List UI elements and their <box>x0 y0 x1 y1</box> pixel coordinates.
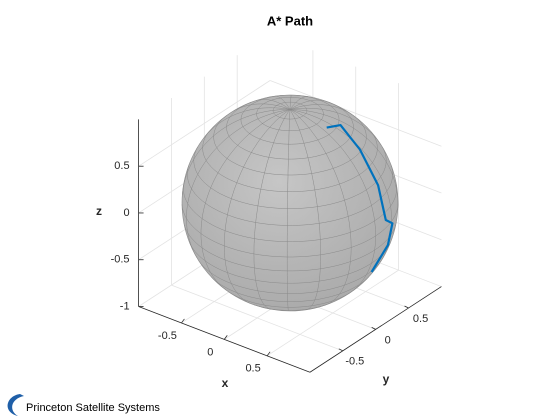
x-axis-label: x <box>222 376 229 390</box>
path-line <box>326 124 394 273</box>
logo-mark <box>7 394 24 416</box>
mesh-line <box>210 276 370 302</box>
logo-text: Princeton Satellite Systems <box>26 402 160 414</box>
y-tick-label: -0.5 <box>345 356 364 368</box>
mesh-line <box>202 131 378 192</box>
y-tick-label: 0 <box>385 334 391 346</box>
chart-title: A* Path <box>267 13 313 28</box>
plot-area: -1 -0.5 0 0.5 -0.5 0 0.5 -0.5 0 0.5 <box>111 124 428 375</box>
y-tick-label: 0.5 <box>413 313 428 325</box>
z-tick-label: -1 <box>120 300 130 312</box>
y-tick <box>371 327 376 330</box>
grid-line <box>266 269 399 357</box>
sphere-mesh <box>181 94 399 312</box>
mesh-line <box>183 184 397 242</box>
z-axis-label: z <box>96 204 102 218</box>
y-tick <box>404 305 409 309</box>
z-tick-label: -0.5 <box>111 254 130 266</box>
mesh-line <box>255 99 291 110</box>
mesh-line <box>289 109 321 311</box>
mesh-line <box>232 103 291 112</box>
y-axis-label: y <box>383 372 390 386</box>
z-tick-label: 0.5 <box>114 160 129 172</box>
mesh-line <box>274 95 291 110</box>
mesh-line <box>193 146 387 209</box>
x-tick-label: 0.5 <box>245 363 260 375</box>
mesh-line <box>182 109 290 196</box>
z-tick-label: 0 <box>123 207 129 219</box>
mesh-line <box>286 109 291 312</box>
mesh-line <box>289 109 399 208</box>
mesh-line <box>289 107 382 146</box>
mesh-line <box>186 109 291 258</box>
x-axis-line <box>138 306 311 373</box>
mesh-line <box>253 304 327 311</box>
x-tick <box>181 318 185 324</box>
mesh-line <box>203 107 291 139</box>
mesh-line <box>187 164 393 226</box>
mesh-line <box>200 109 291 291</box>
y-tick <box>338 348 343 352</box>
mesh-line <box>289 99 329 110</box>
mesh-line <box>224 109 291 304</box>
mesh-line <box>289 109 352 306</box>
x-tick-label: -0.5 <box>158 330 177 342</box>
x-tick <box>223 335 228 340</box>
x-tick <box>266 351 271 357</box>
mesh-line <box>289 109 376 294</box>
mesh-line <box>289 96 308 110</box>
mesh-line <box>253 109 291 310</box>
mesh-line <box>289 104 352 115</box>
x-tick-label: 0 <box>207 346 213 358</box>
mesh-line <box>289 94 292 110</box>
